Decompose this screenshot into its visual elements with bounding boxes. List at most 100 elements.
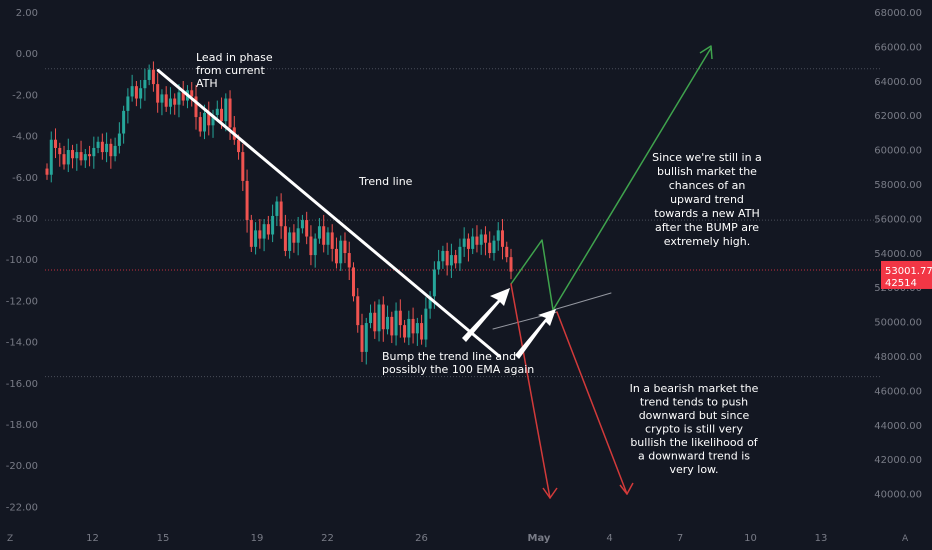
- right-axis-tick-label: 60000.00: [874, 146, 922, 157]
- candle-body: [237, 139, 241, 153]
- annotations: Lead in phase from current ATH Trend line Bu…: [196, 51, 762, 476]
- candle-body: [449, 255, 453, 266]
- annotation-line: after the BUMP are: [655, 221, 759, 234]
- candle-body: [177, 92, 181, 105]
- annotation-line: bullish market the: [657, 165, 757, 178]
- candle-body: [83, 154, 87, 161]
- annotation-line: Trend line: [358, 175, 413, 188]
- right-axis-tick-label: 56000.00: [874, 214, 922, 225]
- candle-body: [296, 228, 300, 243]
- candle-body: [271, 215, 275, 235]
- candle-body: [415, 323, 419, 334]
- candle-body: [262, 224, 266, 239]
- left-axis-tick-label: -6.00: [12, 173, 38, 184]
- candle-body: [466, 238, 470, 249]
- candle-body: [207, 112, 211, 126]
- candle-body: [390, 316, 394, 336]
- candle-body: [509, 257, 513, 272]
- left-axis-tick-label: -16.00: [6, 379, 38, 390]
- annotation-line: downward but since: [639, 409, 750, 422]
- right-axis[interactable]: 68000.00 66000.00 64000.00 62000.00 60000.00…: [874, 8, 932, 501]
- candle-body: [220, 108, 224, 122]
- x-axis-tick-label: 22: [321, 533, 334, 544]
- x-axis[interactable]: 12 15 19 22 26 May 4 7 10 13 Z A: [7, 533, 909, 544]
- x-axis-tick-label: 15: [157, 533, 170, 544]
- candle-body: [266, 224, 270, 235]
- candle-body: [488, 242, 492, 254]
- candle-body: [100, 141, 104, 153]
- candle-body: [356, 296, 360, 326]
- corner-left-label[interactable]: Z: [7, 534, 13, 544]
- horizontal-levels: [45, 68, 880, 378]
- candle-body: [424, 308, 428, 340]
- candle-body: [173, 98, 177, 105]
- candle-body: [130, 86, 134, 97]
- x-axis-tick-label: 4: [606, 533, 612, 544]
- annotation-line: chances of an: [669, 179, 746, 192]
- left-axis-tick-label: -4.00: [12, 132, 38, 143]
- annotation-text: Since we're still in a bullish market the…: [652, 151, 762, 248]
- candle-body: [45, 168, 49, 175]
- annotation-line: from current: [196, 64, 265, 77]
- candle-body: [369, 312, 373, 324]
- candle-body: [339, 240, 343, 264]
- candle-body: [381, 304, 385, 330]
- projection-lines: [492, 45, 713, 499]
- candle-body: [347, 253, 351, 268]
- candle-body: [228, 98, 232, 128]
- candle-body: [96, 141, 100, 148]
- annotation-line: Lead in phase: [196, 51, 273, 64]
- candle-body: [198, 117, 202, 132]
- x-axis-tick-label: 13: [815, 533, 828, 544]
- candle-body: [122, 110, 126, 134]
- annotation-line: bullish the likelihood of: [630, 436, 758, 449]
- candle-body: [462, 238, 466, 247]
- candle-body: [245, 180, 249, 221]
- candle-body: [445, 250, 449, 266]
- left-axis: 2.00 0.00 -2.00 -4.00 -6.00 -8.00 -10.00 -12.00…: [6, 8, 38, 513]
- candle-body: [386, 316, 390, 330]
- candle-body: [322, 226, 326, 245]
- annotation-line: possibly the 100 EMA again: [382, 363, 534, 376]
- candles: [45, 61, 513, 365]
- candle-body: [71, 150, 75, 159]
- left-axis-tick-label: 0.00: [16, 49, 38, 60]
- right-axis-tick-label: 68000.00: [874, 8, 922, 19]
- candle-body: [79, 152, 83, 161]
- x-axis-tick-label: 12: [86, 533, 99, 544]
- candle-body: [109, 143, 113, 157]
- candle-body: [88, 154, 92, 157]
- candle-body: [254, 230, 258, 247]
- candle-body: [215, 108, 219, 115]
- annotation-line: Since we're still in a: [652, 151, 762, 164]
- right-axis-tick-label: 58000.00: [874, 180, 922, 191]
- candle-body: [364, 323, 368, 352]
- candle-body: [351, 267, 355, 297]
- candle-body: [62, 154, 66, 165]
- candle-body: [428, 296, 432, 309]
- corner-right-label[interactable]: A: [902, 534, 909, 544]
- annotation-line: very low.: [669, 463, 718, 476]
- candle-body: [292, 232, 296, 243]
- annotation-line: upward trend: [670, 193, 744, 206]
- candle-body: [151, 69, 155, 85]
- annotation-text: In a bearish market the trend tends to pu…: [630, 382, 759, 476]
- candle-body: [326, 232, 330, 245]
- bullish-arrowhead: [699, 45, 713, 60]
- right-axis-tick-label: 62000.00: [874, 111, 922, 122]
- candle-body: [313, 238, 317, 256]
- candle-body: [105, 143, 109, 153]
- candle-body: [49, 139, 53, 175]
- bump-arrow: [462, 288, 510, 342]
- left-axis-tick-label: -14.00: [6, 338, 38, 349]
- candle-body: [471, 236, 475, 249]
- candle-body: [54, 139, 58, 148]
- left-axis-tick-label: 2.00: [16, 8, 38, 19]
- price-badge-sub: 42514: [885, 278, 917, 289]
- candle-body: [475, 236, 479, 245]
- candle-body: [249, 220, 253, 247]
- right-axis-tick-label: 54000.00: [874, 249, 922, 260]
- candle-body: [203, 112, 207, 132]
- candle-body: [275, 201, 279, 216]
